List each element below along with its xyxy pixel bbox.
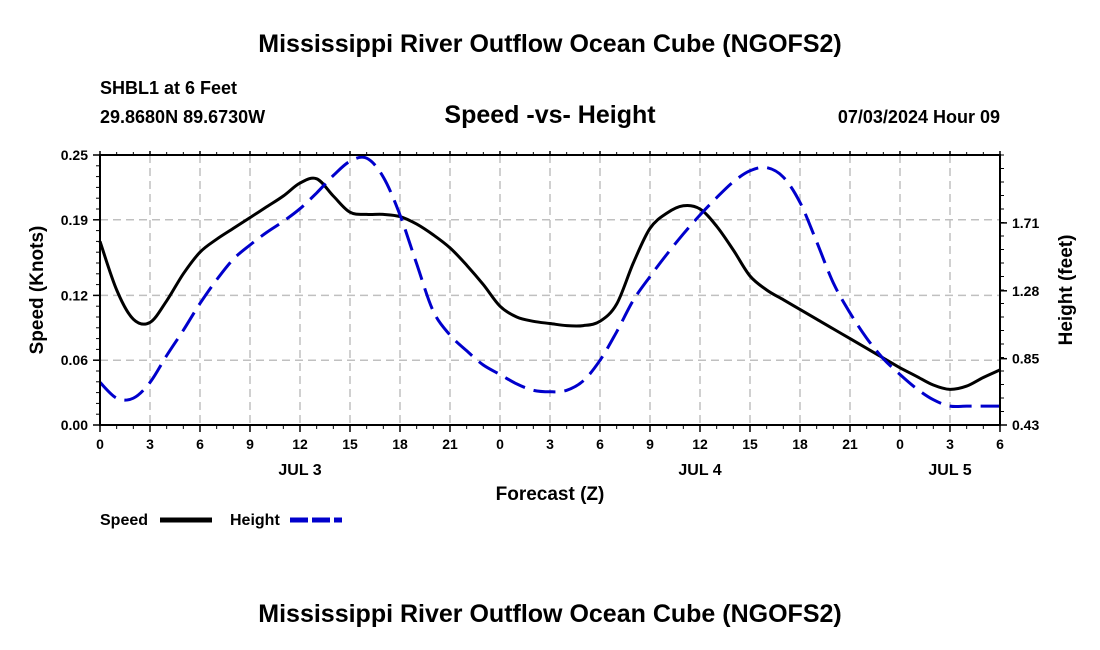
y2-tick-label: 1.28 <box>1012 283 1039 299</box>
y2-tick-label: 0.43 <box>1012 417 1039 433</box>
y-tick-label: 0.12 <box>61 287 88 303</box>
x-tick-label: 6 <box>596 436 604 452</box>
y-tick-label: 0.00 <box>61 417 88 433</box>
day-label: JUL 5 <box>928 462 971 479</box>
x-tick-label: 15 <box>742 436 758 452</box>
y2-axis-title: Height (feet) <box>1056 235 1077 346</box>
x-tick-label: 18 <box>392 436 408 452</box>
x-tick-label: 3 <box>546 436 554 452</box>
station-label: SHBL1 at 6 Feet <box>100 78 238 98</box>
y2-tick-label: 0.85 <box>1012 351 1039 367</box>
day-label: JUL 3 <box>278 462 321 479</box>
x-tick-label: 6 <box>196 436 204 452</box>
x-tick-label: 12 <box>292 436 308 452</box>
legend-height-label: Height <box>230 512 280 529</box>
x-tick-label: 3 <box>946 436 954 452</box>
legend-speed-label: Speed <box>100 512 148 529</box>
x-tick-label: 9 <box>646 436 654 452</box>
y2-tick-label: 1.71 <box>1012 215 1039 231</box>
legend: Speed Height <box>100 512 342 529</box>
chart-title: Mississippi River Outflow Ocean Cube (NG… <box>258 30 842 58</box>
x-tick-label: 0 <box>96 436 104 452</box>
footer-title: Mississippi River Outflow Ocean Cube (NG… <box>258 600 842 628</box>
station-coordinates: 29.8680N 89.6730W <box>100 107 266 127</box>
y-tick-label: 0.06 <box>61 352 88 368</box>
x-tick-label: 3 <box>146 436 154 452</box>
y-tick-label: 0.19 <box>61 212 88 228</box>
labels-layer: 0 3 6 9 12 15 18 21 0 3 6 9 12 15 18 21 0 3 6 0.00 0.06 0.12 0… <box>61 147 1040 479</box>
height-series-line <box>98 155 1000 409</box>
forecast-datetime: 07/03/2024 Hour 09 <box>837 107 1000 127</box>
x-tick-label: 12 <box>692 436 708 452</box>
x-tick-label: 0 <box>496 436 504 452</box>
x-tick-label: 6 <box>996 436 1004 452</box>
plot-frame <box>99 154 1001 426</box>
series-layer <box>98 155 1001 409</box>
chart-subtitle: Speed -vs- Height <box>444 101 656 129</box>
x-tick-label: 21 <box>442 436 458 452</box>
y-axis-title: Speed (Knots) <box>27 226 48 355</box>
x-tick-label: 21 <box>842 436 858 452</box>
y-tick-label: 0.25 <box>61 147 88 163</box>
day-label: JUL 4 <box>678 462 721 479</box>
speed-series-line <box>98 176 1001 391</box>
x-tick-label: 0 <box>896 436 904 452</box>
x-axis-title: Forecast (Z) <box>496 484 605 505</box>
x-tick-label: 15 <box>342 436 358 452</box>
x-tick-label: 9 <box>246 436 254 452</box>
x-tick-label: 18 <box>792 436 808 452</box>
grid-layer <box>100 155 1000 425</box>
